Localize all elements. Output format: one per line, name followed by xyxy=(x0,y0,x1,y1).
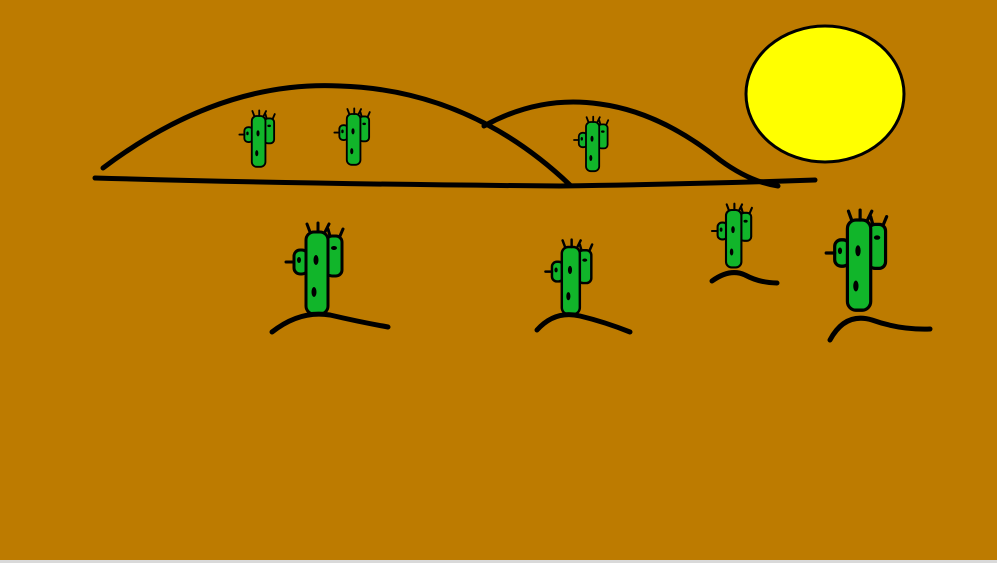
canvas-bottom-edge xyxy=(0,560,997,563)
horizon-line xyxy=(92,175,818,189)
right-hill-outline xyxy=(481,99,781,189)
dune-line xyxy=(709,270,780,286)
dune-line xyxy=(534,312,633,335)
sun-icon xyxy=(744,24,906,164)
left-hill-outline xyxy=(100,83,573,188)
dune-line xyxy=(269,311,391,335)
dune-line xyxy=(827,315,933,343)
